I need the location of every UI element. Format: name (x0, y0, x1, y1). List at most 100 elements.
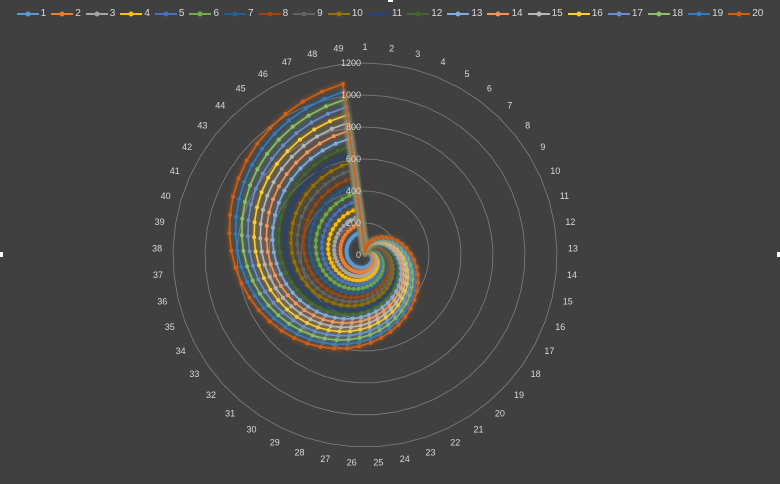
point-s9-c34[interactable] (309, 280, 314, 285)
point-s8-c46[interactable] (326, 188, 331, 193)
point-s20-c10[interactable] (395, 238, 400, 243)
point-s18-c29[interactable] (322, 336, 327, 341)
point-s12-c45[interactable] (302, 172, 307, 177)
point-s9-c35[interactable] (305, 274, 310, 279)
point-s13-c30[interactable] (323, 313, 328, 318)
point-s5-c25[interactable] (364, 280, 369, 285)
point-s19-c40[interactable] (234, 214, 239, 219)
point-s17-c44[interactable] (269, 156, 274, 161)
legend-item-17[interactable]: 17 (607, 8, 643, 19)
point-s14-c29[interactable] (330, 319, 335, 324)
point-s16-c47[interactable] (312, 127, 317, 132)
point-s9-c45[interactable] (315, 189, 320, 194)
point-s10-c48[interactable] (339, 163, 344, 168)
point-s4-c34[interactable] (334, 268, 339, 273)
point-s11-c28[interactable] (344, 308, 349, 313)
point-s3-c44[interactable] (338, 227, 343, 232)
point-s17-c25[interactable] (367, 328, 372, 333)
point-s20-c38[interactable] (229, 248, 234, 253)
point-s5-c30[interactable] (344, 281, 349, 286)
point-s14-c35[interactable] (278, 283, 283, 288)
point-s8-c36[interactable] (306, 265, 311, 270)
point-s6-c35[interactable] (320, 268, 325, 273)
point-s14-c46[interactable] (305, 150, 310, 155)
point-s20-c7[interactable] (380, 235, 385, 240)
point-s19-c31[interactable] (295, 332, 300, 337)
point-s10-c25[interactable] (366, 300, 371, 305)
point-s6-c33[interactable] (328, 277, 333, 282)
point-s17-c46[interactable] (294, 131, 299, 136)
point-s15-c48[interactable] (329, 126, 334, 131)
point-s18-c43[interactable] (255, 167, 260, 172)
resize-handle-left[interactable] (0, 252, 3, 257)
point-s7-c34[interactable] (319, 275, 324, 280)
point-s7-c32[interactable] (328, 283, 333, 288)
point-s5-c29[interactable] (348, 282, 353, 287)
point-s11-c45[interactable] (307, 177, 312, 182)
point-s9-c29[interactable] (340, 298, 345, 303)
resize-handle-right[interactable] (777, 252, 780, 257)
point-s13-c48[interactable] (333, 141, 338, 146)
point-s10-c36[interactable] (295, 268, 300, 273)
point-s17-c29[interactable] (324, 332, 329, 337)
point-s9-c37[interactable] (298, 259, 303, 264)
point-s20-c32[interactable] (279, 328, 284, 333)
point-s17-c48[interactable] (325, 111, 330, 116)
point-s12-c30[interactable] (326, 309, 331, 314)
point-s13-c27[interactable] (350, 316, 355, 321)
point-s13-c28[interactable] (341, 316, 346, 321)
point-s9-c33[interactable] (315, 286, 320, 291)
point-s19-c48[interactable] (322, 96, 327, 101)
point-s20-c33[interactable] (267, 319, 272, 324)
point-s16-c42[interactable] (259, 190, 264, 195)
point-s9-c30[interactable] (334, 297, 339, 302)
point-s18-c28[interactable] (334, 338, 339, 343)
point-s7-c40[interactable] (307, 236, 312, 241)
point-s8-c42[interactable] (305, 218, 310, 223)
point-s6-c30[interactable] (342, 285, 347, 290)
legend-item-5[interactable]: 5 (154, 8, 184, 19)
point-s4-c42[interactable] (328, 232, 333, 237)
point-s4-c32[interactable] (340, 273, 345, 278)
point-s20-c28[interactable] (331, 346, 336, 351)
point-s11-c25[interactable] (366, 304, 371, 309)
point-s20-c24[interactable] (379, 335, 384, 340)
point-s16-c27[interactable] (348, 329, 353, 334)
point-s3-c32[interactable] (344, 270, 349, 275)
point-s4-c41[interactable] (327, 237, 332, 242)
point-s7-c27[interactable] (355, 291, 360, 296)
point-s17-c36[interactable] (256, 277, 261, 282)
point-s4-c47[interactable] (346, 211, 351, 216)
point-s8-c28[interactable] (348, 295, 353, 300)
point-s20-c14[interactable] (412, 257, 417, 262)
point-s19-c42[interactable] (242, 179, 247, 184)
point-s15-c38[interactable] (259, 249, 264, 254)
point-s9-c42[interactable] (299, 214, 304, 219)
point-s13-c46[interactable] (308, 156, 313, 161)
point-s13-c47[interactable] (320, 148, 325, 153)
point-s20-c16[interactable] (415, 272, 420, 277)
point-s5-c28[interactable] (353, 282, 358, 287)
point-s18-c34[interactable] (266, 303, 271, 308)
point-s15-c33[interactable] (289, 304, 294, 309)
point-s18-c31[interactable] (298, 328, 303, 333)
point-s3-c41[interactable] (333, 239, 338, 244)
point-s6-c31[interactable] (337, 283, 342, 288)
point-s4-c48[interactable] (351, 208, 356, 213)
point-s13-c45[interactable] (298, 166, 303, 171)
point-s19-c41[interactable] (237, 197, 242, 202)
point-s20-c12[interactable] (404, 246, 409, 251)
point-s16-c31[interactable] (305, 320, 310, 325)
point-s4-c30[interactable] (347, 277, 352, 282)
point-s8-c39[interactable] (301, 243, 306, 248)
point-s16-c35[interactable] (268, 287, 273, 292)
point-s4-c39[interactable] (326, 247, 331, 252)
point-s2-c48[interactable] (355, 223, 360, 228)
point-s19-c36[interactable] (245, 279, 250, 284)
point-s19-c39[interactable] (233, 232, 238, 237)
point-s18-c33[interactable] (276, 313, 281, 318)
point-s20-c36[interactable] (239, 281, 244, 286)
point-s11-c38[interactable] (284, 250, 289, 255)
legend-item-10[interactable]: 10 (327, 8, 363, 19)
point-s12-c32[interactable] (309, 301, 314, 306)
